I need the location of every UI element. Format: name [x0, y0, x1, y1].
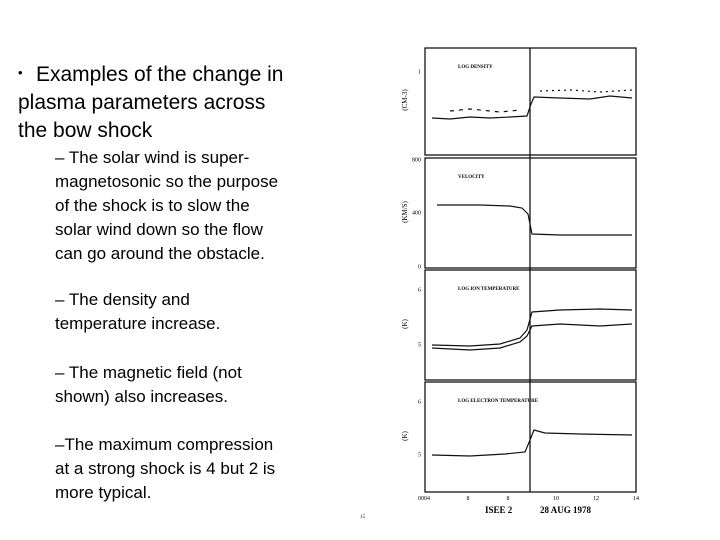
- tick-label: 6: [418, 399, 421, 405]
- sub-item-line: magnetosonic so the purpose: [55, 172, 279, 191]
- bullet-line: Examples of the change in: [36, 63, 284, 86]
- tick-label: 5: [418, 342, 421, 348]
- sub-item-line: solar wind down so the flow: [55, 220, 263, 239]
- sub-item-line: shown) also increases.: [55, 387, 228, 406]
- bullet-line: the bow shock: [18, 119, 153, 142]
- panel-title: LOG ELECTRON TEMPERATURE: [458, 399, 539, 404]
- curves: [431, 89, 633, 457]
- tick-label: 400: [412, 210, 421, 216]
- sub-item-line: at a strong shock is 4 but 2 is: [55, 459, 276, 478]
- sub-item-line: – The solar wind is super-: [55, 148, 250, 167]
- panel-unit: (K): [401, 430, 409, 440]
- x-tick-label: 8: [467, 496, 470, 502]
- page-number: 15: [360, 515, 366, 520]
- x-tick-label: 0004: [418, 496, 430, 502]
- sub-item-line: can go around the obstacle.: [55, 244, 265, 263]
- x-tick-label: 8: [507, 496, 510, 502]
- panel-unit: (K): [401, 318, 409, 328]
- sub-item-line: – The magnetic field (not: [55, 363, 242, 382]
- panel-title: LOG ION TEMPERATURE: [458, 287, 520, 292]
- tick-label: 1: [418, 69, 421, 75]
- panel-unit: (CM-3): [401, 89, 409, 111]
- bullet-dot: •: [18, 65, 23, 80]
- sub-item-line: of the shock is to slow the: [55, 196, 250, 215]
- panel-title: LOG DENSITY: [458, 65, 493, 70]
- x-tick-label: 14: [633, 496, 639, 502]
- panel-unit: (KM/S): [401, 200, 409, 222]
- sub-item-line: temperature increase.: [55, 314, 221, 333]
- x-tick-label: 10: [553, 496, 559, 502]
- x-tick-label: 12: [593, 496, 599, 502]
- date-label: 28 AUG 1978: [540, 505, 592, 515]
- tick-label: 5: [418, 452, 421, 458]
- sub-item-line: – The density and: [55, 290, 190, 309]
- figure-labels: LOG DENSITY VELOCITY LOG ION TEMPERATURE…: [401, 65, 539, 458]
- sub-item-line: –The maximum compression: [55, 435, 274, 454]
- tick-label: 6: [418, 287, 421, 293]
- panel-title: VELOCITY: [458, 175, 485, 180]
- tick-label: 800: [412, 157, 421, 163]
- bullet-line: plasma parameters across: [18, 91, 266, 114]
- x-label: ISEE 2: [485, 505, 513, 515]
- sub-item-line: more typical.: [55, 483, 152, 502]
- panel-frames: [424, 47, 637, 493]
- tick-label: 0: [418, 264, 421, 270]
